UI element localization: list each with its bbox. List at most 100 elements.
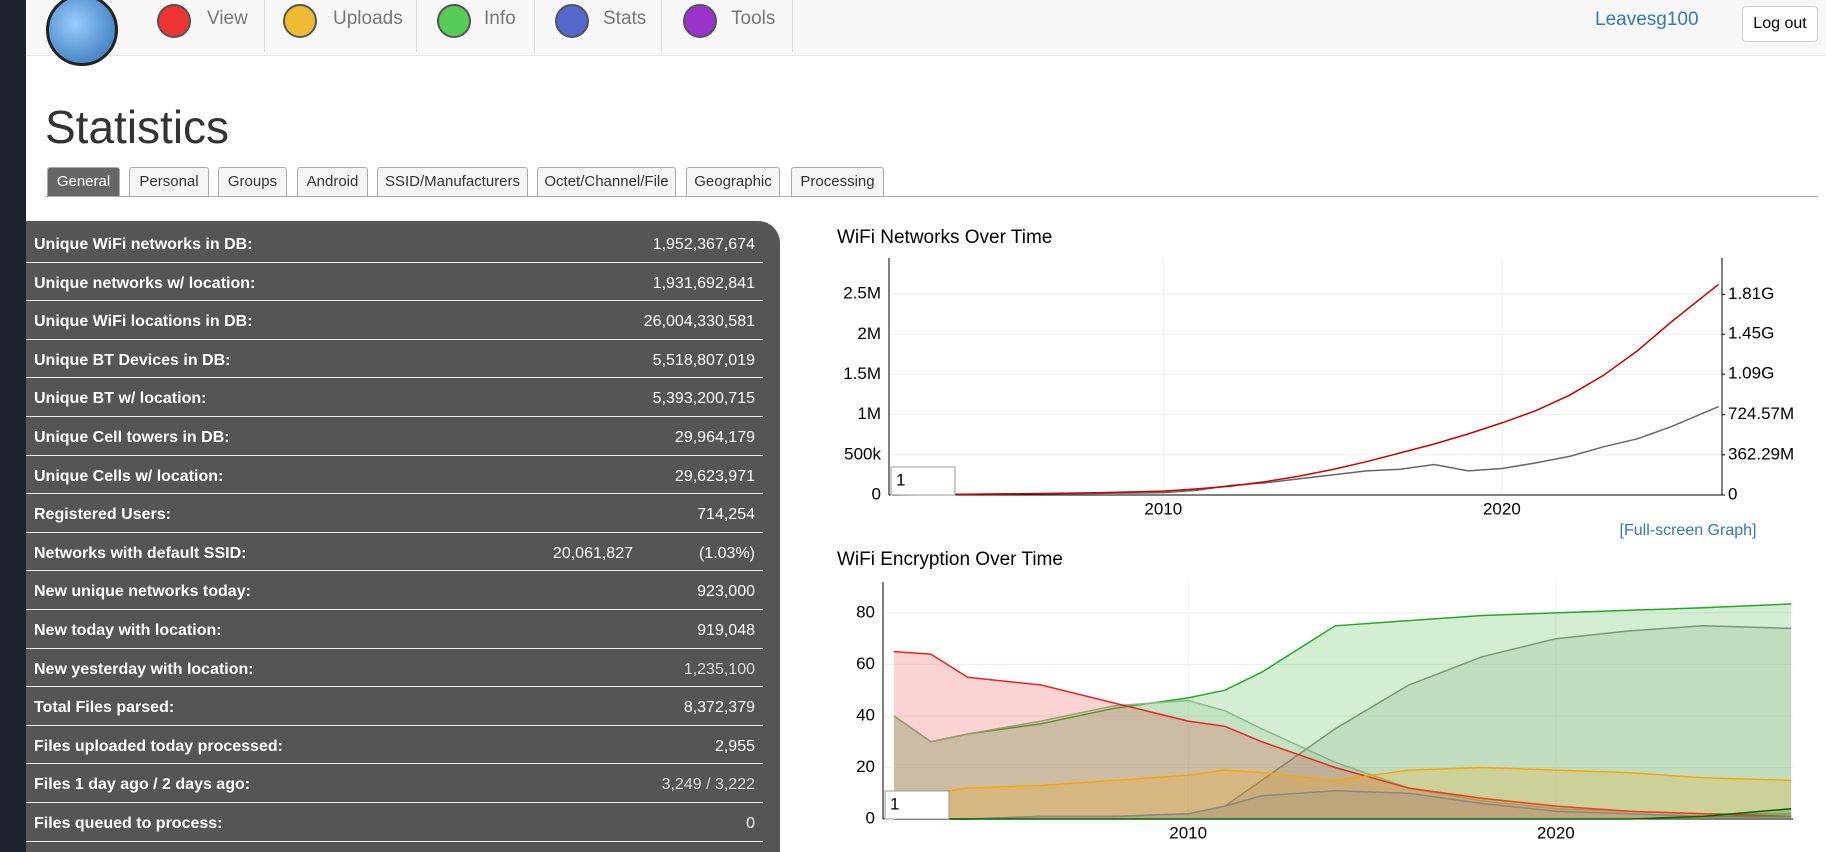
row-label: Files uploaded today processed: xyxy=(34,737,283,755)
nav-icon[interactable] xyxy=(157,4,191,38)
row-label: Registered Users: xyxy=(34,506,171,524)
series-line xyxy=(893,766,1792,815)
y2-tick-label: 724.57M xyxy=(1728,404,1794,423)
row-value: 8,372,379 xyxy=(683,699,755,717)
y2-tick-label: 1.81G xyxy=(1728,284,1774,303)
series-line xyxy=(893,699,1792,815)
row-divider xyxy=(26,724,763,726)
series-area xyxy=(894,700,1792,819)
row-divider xyxy=(26,377,763,379)
y-tick-label: 40 xyxy=(856,705,875,724)
nav-link[interactable]: View xyxy=(207,8,248,29)
row-value: 29,623,971 xyxy=(674,467,755,485)
range-input-value: 1 xyxy=(896,470,905,489)
y-tick-label: 60 xyxy=(856,654,875,673)
y-tick-label: 0 xyxy=(866,808,875,827)
logout-button[interactable]: Log out xyxy=(1742,6,1818,42)
row-value: 26,004,330,581 xyxy=(643,313,755,331)
row-divider xyxy=(26,840,763,842)
row-value: 919,048 xyxy=(697,622,755,639)
tab[interactable]: General xyxy=(47,167,120,196)
series-line xyxy=(894,789,1792,820)
row-divider xyxy=(26,609,763,610)
user-link[interactable]: Leavesg100 xyxy=(1595,9,1699,30)
y2-tick-label: 1.45G xyxy=(1728,324,1774,343)
tab[interactable]: Android xyxy=(297,167,368,196)
tab[interactable]: Personal xyxy=(129,167,209,196)
row-divider xyxy=(26,454,763,456)
fullscreen-link[interactable]: [Full-screen Graph] xyxy=(1620,522,1757,539)
row-label: Networks with default SSID: xyxy=(34,544,247,562)
nav-icon[interactable] xyxy=(555,4,589,38)
series-line xyxy=(892,405,1719,496)
row-divider xyxy=(26,570,763,572)
row-label: New unique networks today: xyxy=(34,583,251,601)
stats-panel xyxy=(26,221,780,852)
sidebar xyxy=(0,0,26,852)
tab[interactable]: Geographic xyxy=(686,167,780,196)
row-label: Files queued to process: xyxy=(34,815,223,832)
row-value: 0 xyxy=(746,815,755,832)
charts: WiFi Networks Over Time 0 500k 1M 1.5M 2M 2.5M… xyxy=(837,227,1794,842)
series-area xyxy=(894,603,1792,819)
nav-icon[interactable] xyxy=(683,4,717,38)
tab-line xyxy=(46,196,1818,197)
row-divider xyxy=(26,531,763,533)
row-value: 1,931,692,841 xyxy=(652,274,755,292)
y-tick-label: 1.5M xyxy=(843,364,881,383)
row-value[interactable]: 3,249 / 3,222 xyxy=(661,776,755,794)
tab[interactable]: SSID/Manufacturers xyxy=(377,167,528,196)
y-tick-label: 2.5M xyxy=(843,284,881,303)
tab[interactable]: Octet/Channel/File xyxy=(537,167,676,196)
x-tick-label: 2010 xyxy=(1144,499,1182,518)
nav-icon[interactable] xyxy=(437,4,471,38)
series-line xyxy=(894,807,1792,820)
row-divider xyxy=(26,261,763,263)
row-value: 1,952,367,674 xyxy=(652,236,755,253)
row-value: 714,254 xyxy=(697,506,755,524)
nav-separator xyxy=(416,0,417,52)
nav-link[interactable]: Info xyxy=(484,8,516,29)
y-tick-label: 2M xyxy=(857,324,881,343)
row-value: (1.03%) xyxy=(698,544,755,562)
x-tick-label: 2020 xyxy=(1483,499,1521,518)
nav-link[interactable]: Uploads xyxy=(333,8,403,29)
row-divider xyxy=(26,686,763,688)
row-label: Unique Cell towers in DB: xyxy=(34,429,230,446)
row-label: New today with location: xyxy=(34,622,222,639)
row-divider xyxy=(26,338,763,340)
row-label: New yesterday with location: xyxy=(34,660,254,678)
row-value: 923,000 xyxy=(697,583,755,601)
y-tick-label: 500k xyxy=(844,444,881,463)
row-value: 2,955 xyxy=(714,737,755,755)
row-value[interactable]: 1,235,100 xyxy=(683,660,755,678)
logo[interactable] xyxy=(46,0,118,66)
series-line xyxy=(893,603,1792,743)
range-input-value: 1 xyxy=(890,794,899,813)
tab[interactable]: Groups xyxy=(218,167,287,196)
row-value: 5,393,200,715 xyxy=(652,390,755,408)
row-value: 5,518,807,019 xyxy=(652,351,755,369)
series-area xyxy=(894,651,1792,819)
nav-icon[interactable] xyxy=(283,4,317,38)
row-divider xyxy=(26,300,763,302)
x-tick-label: 2010 xyxy=(1169,823,1207,842)
series-line xyxy=(892,283,1720,496)
row-divider xyxy=(26,493,763,495)
row-divider xyxy=(26,647,763,649)
nav-link[interactable]: Stats xyxy=(603,8,647,29)
row-divider xyxy=(26,416,763,417)
nav-separator xyxy=(534,0,535,52)
range-input xyxy=(884,790,950,820)
nav-link[interactable]: Tools xyxy=(731,8,776,29)
row-label: Unique BT Devices in DB: xyxy=(34,351,231,369)
row-label: Unique BT w/ location: xyxy=(34,390,207,408)
tab[interactable]: Processing xyxy=(791,167,884,196)
series-line xyxy=(893,650,1792,818)
row-label: Unique WiFi networks in DB: xyxy=(34,236,253,253)
row-label: Unique networks w/ location: xyxy=(34,274,256,292)
row-label: Unique Cells w/ location: xyxy=(34,467,224,485)
page-title: Statistics xyxy=(45,101,230,153)
y2-tick-label: 1.09G xyxy=(1728,364,1774,383)
